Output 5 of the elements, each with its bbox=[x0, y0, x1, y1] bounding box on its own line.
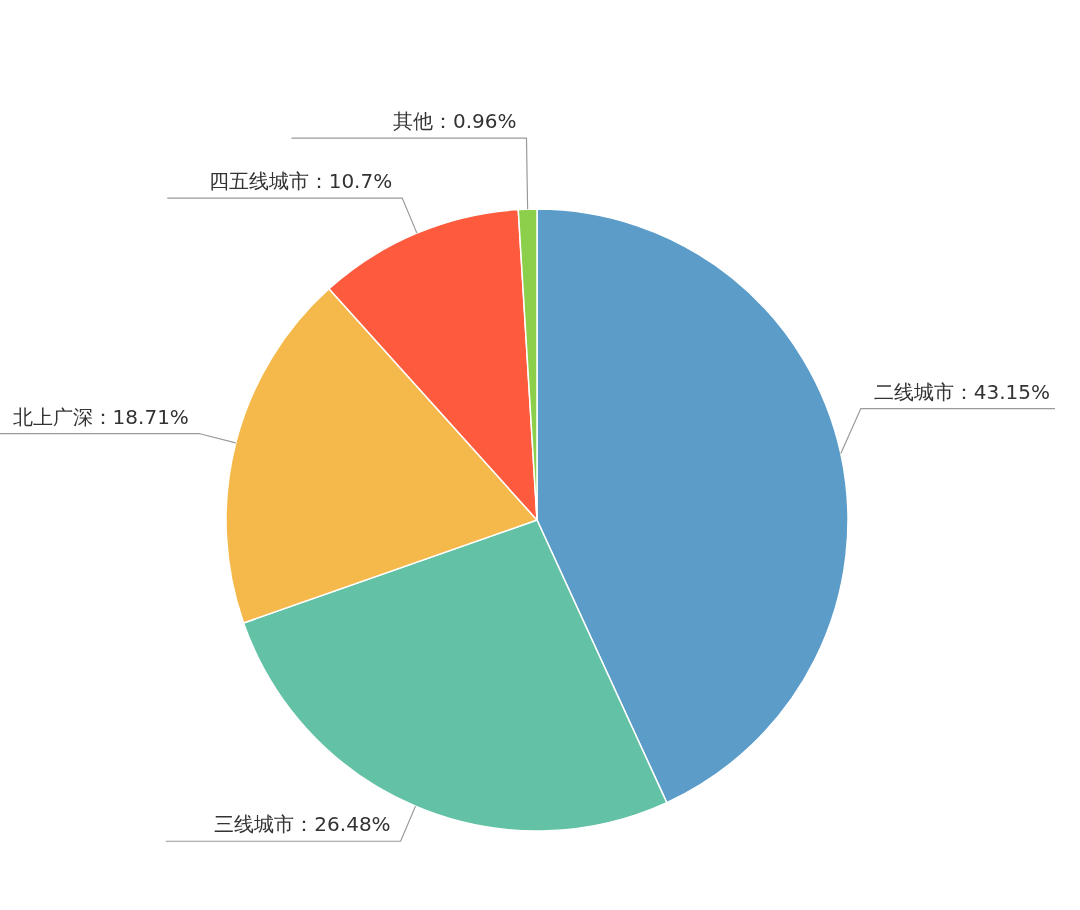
slice-label: 四五线城市：10.7% bbox=[208, 169, 393, 194]
slice-label: 二线城市：43.15% bbox=[873, 379, 1050, 404]
slice-label: 北上广深：18.71% bbox=[12, 404, 189, 429]
slice-label: 三线城市：26.48% bbox=[214, 812, 391, 837]
slice-label: 其他：0.96% bbox=[392, 109, 517, 134]
